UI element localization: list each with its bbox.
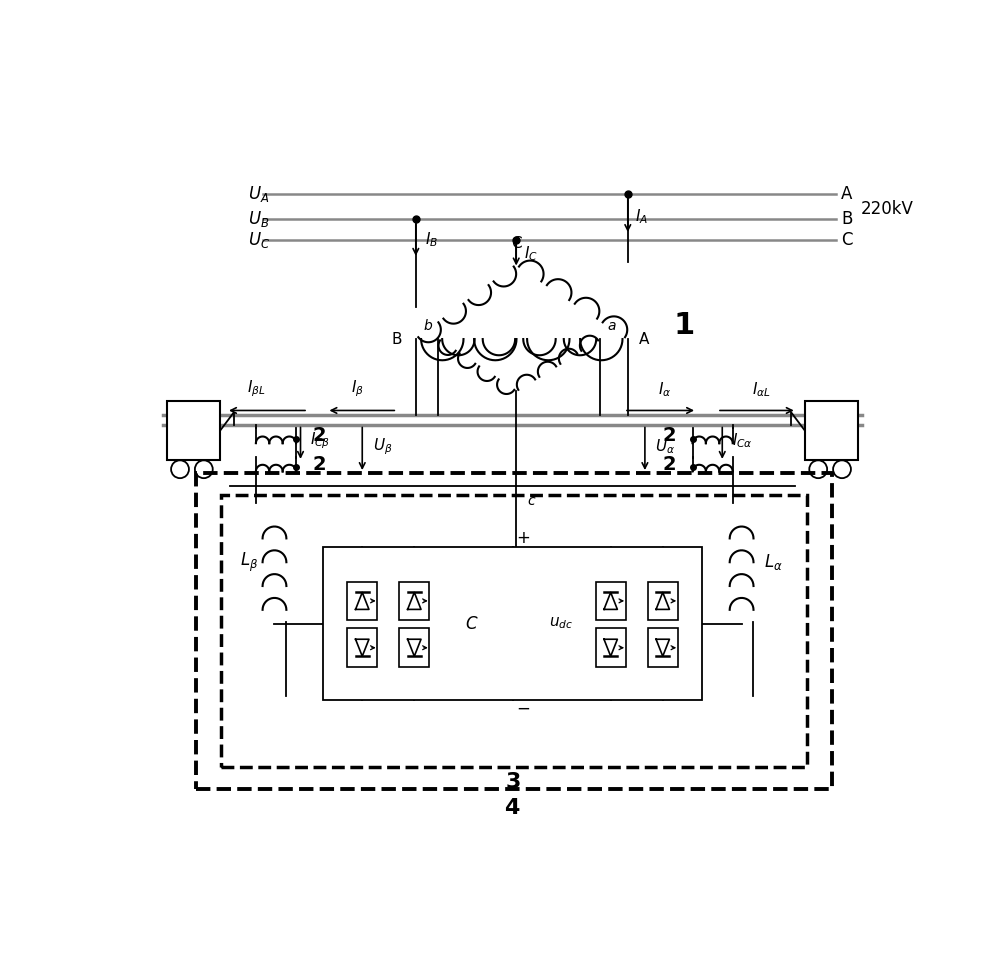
Bar <box>805 401 858 461</box>
Text: $\boldsymbol{3}$: $\boldsymbol{3}$ <box>505 772 520 792</box>
Bar <box>399 629 429 668</box>
Circle shape <box>833 461 851 478</box>
Bar <box>347 582 377 620</box>
Text: a: a <box>608 319 616 332</box>
Text: $\boldsymbol{U_A}$: $\boldsymbol{U_A}$ <box>248 184 270 204</box>
Circle shape <box>171 461 189 478</box>
Text: C: C <box>511 237 522 251</box>
Text: A: A <box>841 185 853 203</box>
Text: $\boldsymbol{U_C}$: $\boldsymbol{U_C}$ <box>248 230 271 250</box>
Text: B: B <box>392 331 402 347</box>
Bar <box>221 496 807 767</box>
Text: $u_{dc}$: $u_{dc}$ <box>549 615 573 632</box>
Circle shape <box>809 461 827 478</box>
Text: $\boldsymbol{I_{\alpha L}}$: $\boldsymbol{I_{\alpha L}}$ <box>752 380 771 399</box>
Text: $\boldsymbol{I_{\beta}}$: $\boldsymbol{I_{\beta}}$ <box>351 378 364 399</box>
Text: $\boldsymbol{I_A}$: $\boldsymbol{I_A}$ <box>635 207 648 226</box>
Bar <box>196 473 832 789</box>
Text: A: A <box>639 331 649 347</box>
Text: $C$: $C$ <box>465 614 478 633</box>
Text: $\boldsymbol{2}$: $\boldsymbol{2}$ <box>662 455 676 473</box>
Text: $\boldsymbol{I_{C\alpha}}$: $\boldsymbol{I_{C\alpha}}$ <box>732 432 753 450</box>
Text: $L_{\beta}$: $L_{\beta}$ <box>240 551 258 574</box>
Text: $\boldsymbol{U_{\beta}}$: $\boldsymbol{U_{\beta}}$ <box>373 437 392 457</box>
Text: $\boldsymbol{2}$: $\boldsymbol{2}$ <box>662 426 676 445</box>
Circle shape <box>195 461 213 478</box>
Text: $\boldsymbol{I_{\alpha}}$: $\boldsymbol{I_{\alpha}}$ <box>658 380 672 399</box>
Text: $\boldsymbol{I_{\beta L}}$: $\boldsymbol{I_{\beta L}}$ <box>247 378 265 399</box>
Text: 220kV: 220kV <box>861 200 913 218</box>
Bar <box>596 629 626 668</box>
Text: $\boldsymbol{U_{\alpha}}$: $\boldsymbol{U_{\alpha}}$ <box>655 438 675 456</box>
Text: −: − <box>516 699 530 718</box>
Text: $\boldsymbol{4}$: $\boldsymbol{4}$ <box>504 798 521 817</box>
Text: c: c <box>527 494 535 508</box>
Bar <box>648 582 678 620</box>
Text: +: + <box>516 529 530 548</box>
Text: $\boldsymbol{I_{C\beta}}$: $\boldsymbol{I_{C\beta}}$ <box>310 431 331 451</box>
Text: $\boldsymbol{U_B}$: $\boldsymbol{U_B}$ <box>248 209 270 229</box>
Bar <box>347 629 377 668</box>
Text: $L_{\alpha}$: $L_{\alpha}$ <box>764 553 783 572</box>
Text: $\boldsymbol{I_C}$: $\boldsymbol{I_C}$ <box>524 244 538 263</box>
Text: b: b <box>423 319 432 332</box>
Text: B: B <box>841 210 853 228</box>
Text: C: C <box>841 231 853 249</box>
Bar <box>323 548 702 699</box>
Text: $\boldsymbol{2}$: $\boldsymbol{2}$ <box>312 426 326 445</box>
Bar <box>596 582 626 620</box>
Bar <box>648 629 678 668</box>
Bar <box>399 582 429 620</box>
Text: $\boldsymbol{I_B}$: $\boldsymbol{I_B}$ <box>425 231 438 249</box>
Bar <box>167 401 220 461</box>
Text: $\boldsymbol{2}$: $\boldsymbol{2}$ <box>312 455 326 473</box>
Text: $\boldsymbol{1}$: $\boldsymbol{1}$ <box>673 311 694 340</box>
